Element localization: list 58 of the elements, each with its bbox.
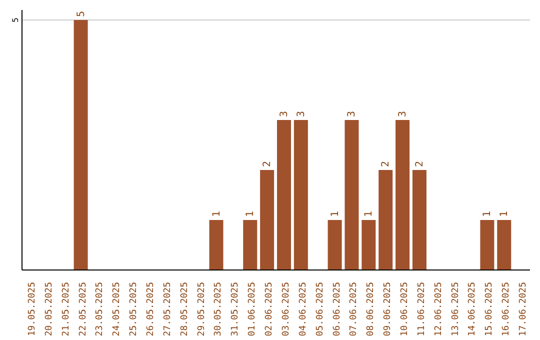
data-label: 1 bbox=[364, 210, 375, 217]
x-tick-label: 06.06.2025 bbox=[332, 282, 342, 336]
x-tick-label: 05.06.2025 bbox=[315, 282, 326, 336]
x-tick-label: 01.06.2025 bbox=[248, 282, 258, 336]
bar bbox=[209, 220, 224, 270]
x-tick-label: 23.05.2025 bbox=[95, 282, 106, 336]
bar bbox=[74, 20, 88, 270]
x-tick-label: 27.05.2025 bbox=[162, 282, 173, 336]
x-tick-label: 30.05.2025 bbox=[214, 282, 224, 336]
bar bbox=[260, 170, 274, 270]
x-tick-label: 15.06.2025 bbox=[484, 282, 495, 336]
bar bbox=[396, 120, 410, 270]
bar bbox=[480, 220, 494, 270]
x-tick-label: 17.06.2025 bbox=[518, 282, 529, 336]
x-tick-label: 10.06.2025 bbox=[400, 282, 410, 336]
x-tick-label: 21.05.2025 bbox=[61, 282, 72, 336]
x-tick-label: 09.06.2025 bbox=[383, 282, 394, 336]
bar bbox=[362, 220, 376, 270]
x-tick-label: 25.05.2025 bbox=[129, 282, 140, 336]
data-label: 5 bbox=[76, 10, 87, 17]
x-tick-label: 14.06.2025 bbox=[468, 282, 478, 336]
data-label: 1 bbox=[211, 210, 222, 217]
x-tick-label: 24.05.2025 bbox=[112, 282, 122, 336]
data-label: 2 bbox=[414, 160, 426, 167]
data-label: 3 bbox=[279, 110, 290, 117]
data-label: 3 bbox=[398, 110, 409, 117]
bar bbox=[497, 220, 512, 270]
x-tick-label: 12.06.2025 bbox=[434, 282, 444, 336]
bar bbox=[277, 120, 291, 270]
x-tick-label: 26.05.2025 bbox=[146, 282, 156, 336]
x-tick-label: 31.05.2025 bbox=[230, 282, 241, 336]
x-tick-label: 03.06.2025 bbox=[281, 282, 292, 336]
data-label: 1 bbox=[482, 210, 494, 217]
data-label: 2 bbox=[380, 160, 392, 167]
x-tick-label: 08.06.2025 bbox=[366, 282, 376, 336]
x-tick-label: 28.05.2025 bbox=[180, 282, 190, 336]
data-label: 3 bbox=[346, 110, 358, 117]
bar bbox=[294, 120, 308, 270]
x-tick-label: 16.06.2025 bbox=[502, 282, 512, 336]
data-label: 1 bbox=[245, 210, 256, 217]
data-label: 2 bbox=[262, 160, 274, 167]
x-tick-label: 20.05.2025 bbox=[44, 282, 54, 336]
bar bbox=[378, 170, 393, 270]
x-tick-label: 19.05.2025 bbox=[27, 282, 38, 336]
x-tick-label: 04.06.2025 bbox=[298, 282, 308, 336]
x-tick-label: 13.06.2025 bbox=[450, 282, 461, 336]
x-tick-label: 22.05.2025 bbox=[78, 282, 88, 336]
bar bbox=[412, 170, 426, 270]
x-tick-label: 29.05.2025 bbox=[196, 282, 207, 336]
data-label: 1 bbox=[499, 210, 510, 217]
data-label: 3 bbox=[296, 110, 307, 117]
x-tick-label: 11.06.2025 bbox=[416, 282, 427, 336]
bar bbox=[243, 220, 258, 270]
x-tick-label: 07.06.2025 bbox=[349, 282, 360, 336]
bar bbox=[328, 220, 342, 270]
bar bbox=[344, 120, 359, 270]
x-tick-label: 02.06.2025 bbox=[264, 282, 275, 336]
data-label: 1 bbox=[330, 210, 341, 217]
